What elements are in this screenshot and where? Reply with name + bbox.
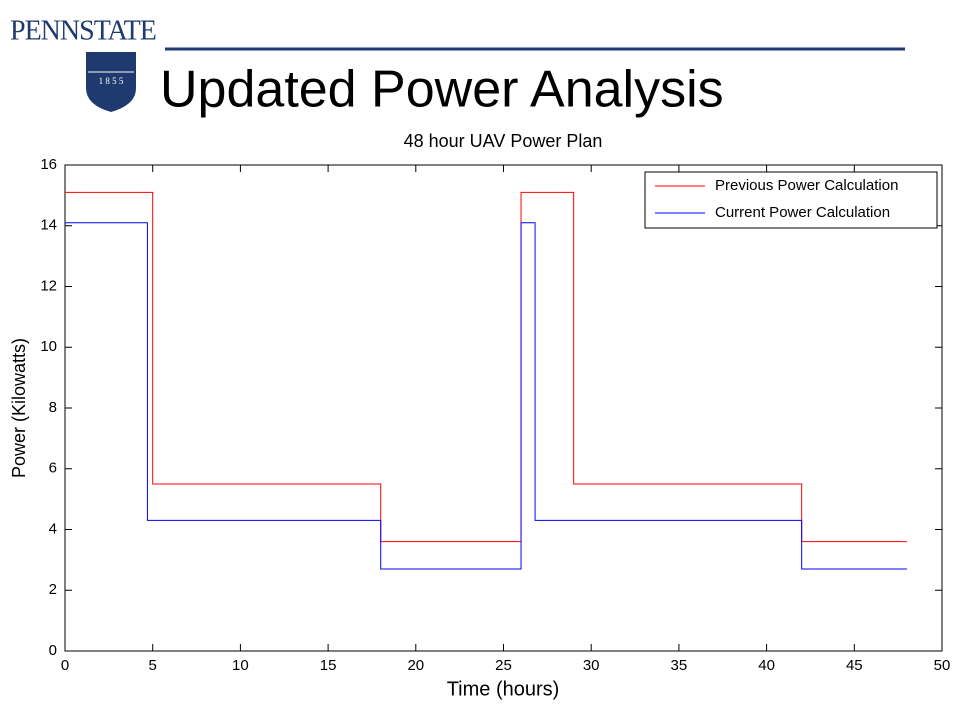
legend: Previous Power Calculation Current Power …	[644, 171, 938, 229]
logo: PENNSTATE 1 8 5 5	[10, 15, 157, 112]
logo-year: 1 8 5 5	[99, 76, 124, 86]
x-tick-label: 30	[583, 657, 600, 674]
x-tick-label: 5	[149, 657, 157, 674]
legend-label: Current Power Calculation	[715, 204, 890, 221]
x-tick-label: 45	[846, 657, 863, 674]
x-tick-label: 35	[671, 657, 688, 674]
x-tick-label: 15	[320, 657, 337, 674]
x-tick-label: 10	[232, 657, 249, 674]
x-tick-label: 25	[495, 657, 512, 674]
slide-title: Updated Power Analysis	[160, 61, 724, 119]
plot-area	[64, 164, 943, 652]
y-axis-label: Power (Kilowatts)	[9, 338, 29, 478]
logo-wordmark: PENNSTATE	[10, 15, 156, 46]
series-line	[65, 222, 907, 570]
y-tick-label: 16	[40, 156, 57, 173]
legend-box	[644, 171, 938, 229]
y-tick-label: 2	[49, 581, 57, 598]
y-tick-label: 10	[40, 338, 57, 355]
y-tick-label: 6	[49, 460, 57, 477]
y-tick-label: 0	[49, 642, 57, 659]
x-tick-label: 0	[61, 657, 69, 674]
legend-label: Previous Power Calculation	[715, 177, 898, 194]
x-axis-label: Time (hours)	[447, 678, 560, 700]
x-tick-label: 50	[934, 657, 951, 674]
x-tick-label: 20	[407, 657, 424, 674]
y-tick-label: 14	[40, 217, 57, 234]
logo-shield	[86, 52, 136, 112]
y-tick-label: 8	[49, 399, 57, 416]
x-tick-label: 40	[758, 657, 775, 674]
chart-title: 48 hour UAV Power Plan	[404, 131, 603, 151]
y-tick-label: 12	[40, 277, 57, 294]
y-tick-label: 4	[49, 520, 57, 537]
